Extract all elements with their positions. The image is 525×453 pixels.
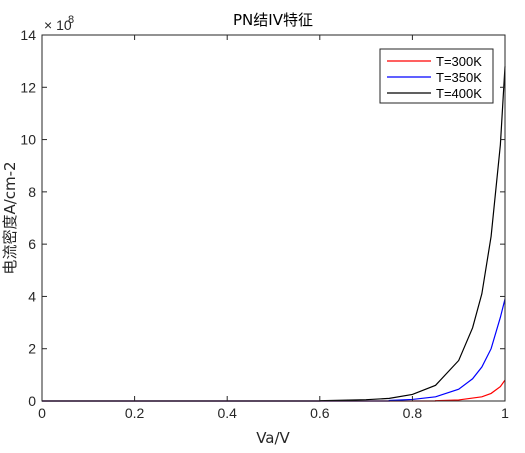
x-tick-label: 0.4 [217, 405, 237, 421]
x-tick-label: 0.8 [403, 405, 423, 421]
y-tick-label: 0 [28, 393, 36, 409]
x-tick-label: 0.6 [310, 405, 330, 421]
y-tick-label: 6 [28, 236, 36, 252]
x-tick-label: 1 [501, 405, 509, 421]
y-tick-label: 10 [20, 132, 36, 148]
y-multiplier-label: × 10 8 [44, 14, 74, 33]
x-tick-label: 0 [38, 405, 46, 421]
x-axis-title: Va/V [256, 429, 290, 447]
y-axis-title: 电流密度A/cm-2 [1, 161, 19, 274]
legend-label-3: T=400K [436, 86, 482, 101]
y-tick-label: 2 [28, 341, 36, 357]
x-tick-label: 0.2 [125, 405, 145, 421]
y-tick-label: 12 [20, 79, 36, 95]
y-multiplier-exponent: 8 [68, 14, 74, 26]
y-multiplier-base: × 10 [44, 17, 72, 33]
y-tick-label: 8 [28, 184, 36, 200]
chart-title: PN结IV特征 [233, 11, 313, 29]
legend-label-2: T=350K [436, 70, 482, 85]
axes-layer [41, 34, 506, 402]
legend-label-1: T=300K [436, 54, 482, 69]
legend-box [379, 48, 494, 104]
axes-frame [41, 34, 506, 402]
y-tick-label: 4 [28, 288, 36, 304]
y-tick-label: 14 [20, 27, 36, 43]
